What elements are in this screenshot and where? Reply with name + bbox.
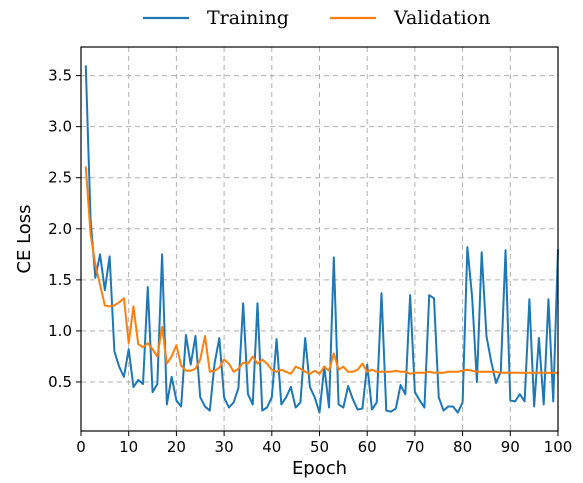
y-tick-label: 1.0 — [48, 322, 72, 340]
series-line-training — [84, 65, 559, 414]
x-tick-label: 60 — [358, 438, 377, 456]
y-tick-label: 1.5 — [48, 271, 72, 289]
x-axis-label: Epoch — [292, 458, 347, 479]
x-tick-label: 70 — [405, 438, 424, 456]
y-axis-ticks: 0.5 1.0 1.5 2.0 2.5 3.0 3.5 — [48, 67, 81, 391]
x-tick-label: 10 — [119, 438, 138, 456]
legend-label-training: Training — [207, 7, 289, 29]
legend: Training Validation — [143, 7, 490, 29]
x-tick-label: 30 — [215, 438, 234, 456]
y-tick-label: 2.5 — [48, 169, 72, 187]
x-tick-label: 0 — [76, 438, 86, 456]
x-axis-ticks: 0 10 20 30 40 50 60 70 80 90 100 — [76, 431, 572, 456]
x-tick-label: 50 — [310, 438, 329, 456]
x-tick-label: 90 — [501, 438, 520, 456]
series-group — [84, 65, 559, 414]
x-tick-label: 100 — [544, 438, 573, 456]
legend-label-validation: Validation — [393, 7, 490, 29]
y-tick-label: 3.0 — [48, 118, 72, 136]
x-tick-label: 40 — [262, 438, 281, 456]
x-tick-label: 80 — [453, 438, 472, 456]
y-tick-label: 0.5 — [48, 373, 72, 391]
y-tick-label: 3.5 — [48, 67, 72, 85]
y-axis-label: CE Loss — [14, 204, 35, 273]
y-tick-label: 2.0 — [48, 220, 72, 238]
series-line-validation — [84, 166, 558, 375]
x-tick-label: 20 — [167, 438, 186, 456]
